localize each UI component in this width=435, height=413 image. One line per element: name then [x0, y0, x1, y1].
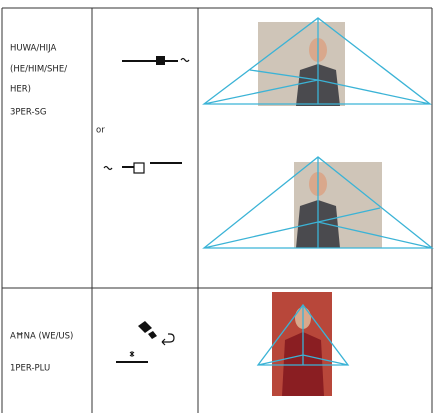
gloss: AĦNA (WE/US) — [10, 332, 73, 342]
notation-symbol — [116, 321, 175, 363]
separator: or — [96, 126, 105, 136]
notation-symbol — [103, 162, 182, 174]
table-grid — [1, 7, 433, 413]
sign-photo — [202, 156, 434, 249]
label: 3PER-SG — [10, 108, 47, 118]
label: 1PER-PLU — [10, 364, 50, 374]
sign-photo — [256, 292, 350, 396]
gloss: (HE/HIM/SHE/ — [10, 65, 67, 75]
gloss: HUWA/HIJA — [10, 44, 56, 54]
notation-symbol — [122, 56, 190, 65]
sign-photo — [202, 17, 432, 106]
gloss: HER) — [10, 85, 31, 95]
